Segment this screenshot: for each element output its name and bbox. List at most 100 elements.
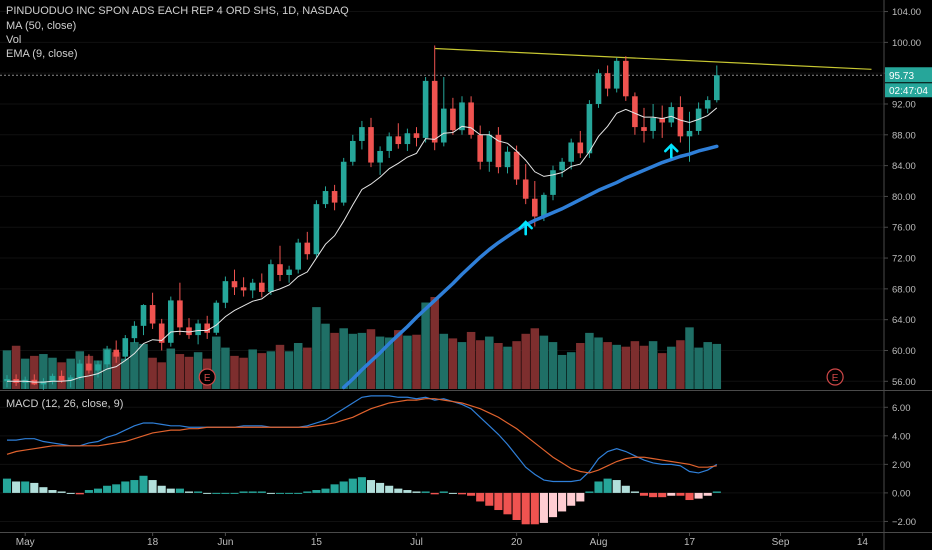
macd-line[interactable] xyxy=(7,395,718,483)
candle xyxy=(659,105,665,138)
volume-bar xyxy=(685,327,694,389)
macd-histogram-bar xyxy=(212,492,221,494)
volume-bar xyxy=(239,357,248,389)
candle-body xyxy=(659,117,665,123)
macd-histogram-bar xyxy=(157,485,166,493)
candle-body xyxy=(231,281,238,288)
macd-histogram-bar xyxy=(494,492,503,511)
macd-histogram-bar xyxy=(130,480,139,493)
candle-body xyxy=(350,140,356,162)
volume-bar xyxy=(576,343,585,389)
candle-body xyxy=(213,302,220,333)
candle xyxy=(431,45,438,151)
legend-macd[interactable]: MACD (12, 26, close, 9) xyxy=(6,398,124,410)
volume-bar xyxy=(130,342,139,389)
macd-histogram-bar xyxy=(112,484,121,493)
macd-histogram-bar xyxy=(612,480,621,493)
candle-body xyxy=(568,142,574,162)
volume-bar xyxy=(457,342,467,389)
candle xyxy=(86,354,92,374)
candle-body xyxy=(95,364,101,371)
earnings-marker[interactable]: E xyxy=(198,368,216,386)
candle xyxy=(168,296,174,347)
macd-histogram-bar xyxy=(385,485,394,493)
volume-bar xyxy=(39,354,48,389)
countdown-badge xyxy=(885,83,932,98)
volume-bar xyxy=(512,341,521,389)
volume-bar xyxy=(503,346,512,389)
volume-bar xyxy=(403,335,412,389)
candle-body xyxy=(204,323,210,333)
macd-histogram-bar xyxy=(21,481,30,493)
candle xyxy=(259,273,265,298)
candle xyxy=(122,335,129,361)
candle xyxy=(113,340,119,363)
macd-histogram-bar xyxy=(639,492,649,496)
macd-histogram-bar xyxy=(148,480,157,493)
candle xyxy=(495,127,502,174)
volume-bar xyxy=(667,346,676,389)
volume-bar xyxy=(166,348,176,389)
volume-bar xyxy=(384,337,394,389)
macd-histogram-bar xyxy=(530,492,539,525)
candle-body xyxy=(195,323,201,336)
candle-body xyxy=(422,80,429,138)
volume-bar xyxy=(612,344,621,389)
time-tick-label: Sep xyxy=(772,537,790,548)
earnings-marker-circle xyxy=(198,368,216,386)
candle xyxy=(704,96,711,114)
candle xyxy=(386,132,392,158)
volume-bar xyxy=(175,354,185,389)
macd-histogram-bar xyxy=(439,491,448,493)
volume-bar xyxy=(221,347,230,389)
macd-histogram-bar xyxy=(39,487,48,493)
candle xyxy=(404,128,411,151)
volume-bar xyxy=(521,333,530,389)
ma50-line[interactable] xyxy=(341,144,719,390)
earnings-marker[interactable]: E xyxy=(826,368,844,386)
candle xyxy=(468,96,474,139)
price-tick-label: 56.00 xyxy=(892,377,916,388)
volume-bar xyxy=(375,336,385,389)
resistance-trendline[interactable] xyxy=(434,47,872,70)
macd-histogram-bar xyxy=(239,491,248,493)
candle-body xyxy=(595,73,602,104)
candle xyxy=(58,370,65,383)
candle-body xyxy=(441,108,447,143)
candle-body xyxy=(632,96,638,128)
macd-histogram-bar xyxy=(285,492,294,494)
candle-body xyxy=(577,142,584,154)
legend-volume[interactable]: Vol xyxy=(6,34,22,46)
macd-histogram-bar xyxy=(330,484,339,493)
candle xyxy=(67,375,74,388)
macd-histogram-bar xyxy=(2,478,12,493)
candle xyxy=(340,157,347,206)
volume-bar xyxy=(348,333,358,389)
macd-signal-line[interactable] xyxy=(6,398,717,474)
macd-pane[interactable] xyxy=(0,395,884,525)
macd-histogram-bar xyxy=(649,492,658,498)
symbol-title[interactable]: PINDUODUO INC SPON ADS EACH REP 4 ORD SH… xyxy=(6,5,349,17)
volume-bar xyxy=(330,332,339,389)
candle-body xyxy=(67,377,74,381)
ema9-line[interactable] xyxy=(7,107,718,383)
legend-ema9[interactable]: EMA (9, close) xyxy=(6,48,78,60)
candle-body xyxy=(277,264,283,275)
volume-bar xyxy=(657,353,667,389)
earnings-marker-label: E xyxy=(204,373,211,384)
candle xyxy=(668,102,675,128)
legend-ma50[interactable]: MA (50, close) xyxy=(6,20,77,32)
macd-histogram-bar xyxy=(421,491,430,493)
candle-body xyxy=(704,100,711,109)
candle xyxy=(140,304,147,336)
price-tick-label: 92.00 xyxy=(892,99,916,110)
volume-bar xyxy=(339,328,348,389)
candle xyxy=(395,123,402,149)
time-tick-label: Jul xyxy=(410,537,423,548)
candle-body xyxy=(714,75,720,101)
candle-body xyxy=(313,204,320,255)
volume-bar xyxy=(603,342,612,389)
